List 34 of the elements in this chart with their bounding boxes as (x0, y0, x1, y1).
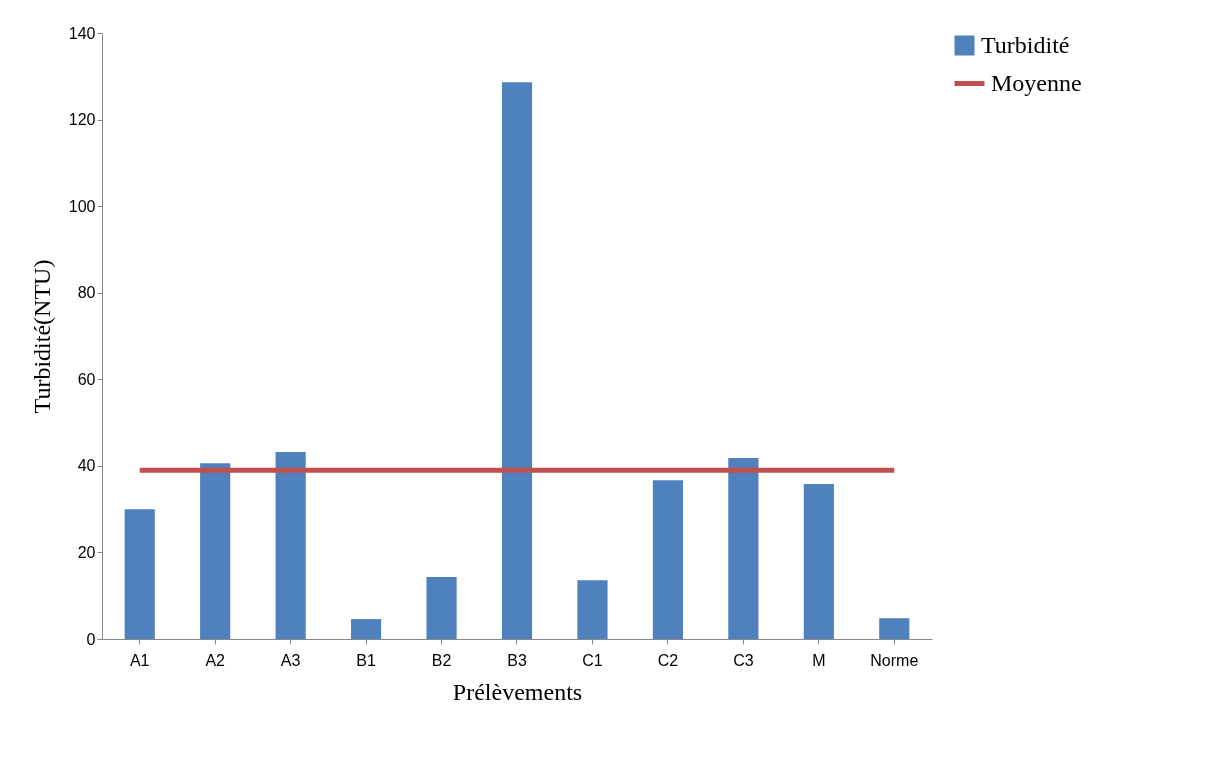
y-tick-label: 120 (68, 111, 96, 129)
legend-label: Moyenne (991, 69, 1082, 96)
x-tick-label: C2 (657, 651, 679, 669)
y-tick-label: 60 (77, 370, 96, 388)
y-tick-label: 20 (77, 543, 96, 561)
bar (275, 452, 306, 639)
bar (426, 577, 457, 639)
x-tick-label: A2 (205, 651, 226, 669)
y-tick-label: 0 (86, 630, 96, 648)
bar (803, 484, 834, 639)
x-tick-label: C1 (582, 651, 603, 669)
bar (577, 580, 608, 639)
y-tick-label: 80 (77, 284, 96, 302)
bar (728, 458, 759, 639)
bar (501, 82, 533, 639)
bar (879, 618, 910, 639)
bar (652, 480, 683, 639)
y-tick-label: 140 (68, 24, 96, 42)
x-tick-label: M (812, 651, 826, 669)
x-tick-label: B3 (507, 651, 527, 669)
legend-label: Turbidité (981, 31, 1070, 58)
x-tick-label: B1 (356, 651, 376, 669)
x-tick-label: B2 (431, 651, 452, 669)
x-tick-label: A1 (129, 651, 150, 669)
bar (124, 509, 155, 639)
bar (351, 619, 382, 639)
bar (200, 463, 231, 639)
y-tick-label: 40 (77, 457, 96, 475)
x-axis-title: Prélèvements (452, 678, 583, 705)
x-tick-label: A3 (280, 651, 301, 669)
x-tick-label: Norme (870, 651, 919, 669)
y-tick-label: 100 (68, 197, 96, 215)
y-axis-title: Turbidité(NTU) (28, 259, 55, 414)
x-tick-label: C3 (733, 651, 754, 669)
